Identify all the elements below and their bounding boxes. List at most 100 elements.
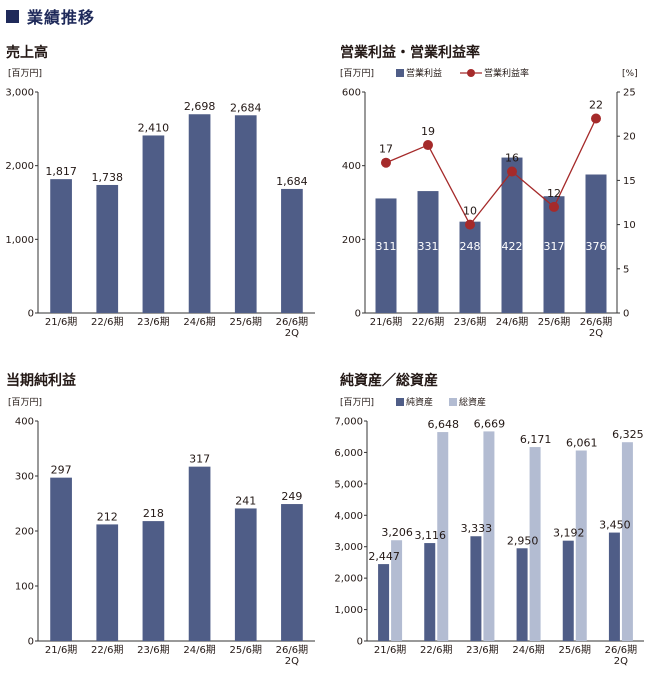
x-tick-label: 23/6期 — [137, 316, 169, 328]
y-tick-label: 0 — [28, 309, 34, 320]
chart-title-operating-profit: 営業利益・営業利益率 — [340, 45, 480, 61]
bar-net-assets — [516, 548, 528, 641]
legend-label-bar: 営業利益 — [406, 67, 442, 79]
bar-value-label: 2,410 — [138, 121, 170, 134]
legend-line-marker — [467, 69, 475, 77]
y-tick-label: 0 — [357, 637, 363, 648]
chart-title-sales: 売上高 — [6, 45, 48, 61]
bar-value-label: 248 — [460, 240, 481, 253]
x-tick-label: 21/6期 — [45, 316, 77, 328]
bar-value-label-total-assets: 6,325 — [612, 428, 644, 441]
bar-value-label: 2,698 — [184, 100, 216, 113]
x-tick-label: 23/6期 — [466, 644, 498, 656]
unit-label: [百万円] — [340, 397, 374, 408]
y-tick-label: 7,000 — [334, 417, 363, 428]
bar-value-label-net-assets: 3,116 — [415, 529, 447, 542]
bar — [188, 466, 211, 641]
y-tick-label: 2,000 — [334, 574, 363, 585]
y-tick-label: 1,000 — [5, 235, 34, 246]
line-series — [385, 118, 597, 226]
y-tick-label: 3,000 — [334, 542, 363, 553]
bar — [281, 188, 303, 313]
bar-net-assets — [378, 564, 390, 641]
bar — [501, 157, 523, 313]
line-point — [549, 201, 559, 212]
line-value-label: 17 — [379, 143, 393, 156]
y2-tick-label: 0 — [623, 309, 629, 320]
bar-value-label: 331 — [418, 240, 439, 253]
bar-value-label-net-assets: 2,447 — [368, 550, 400, 563]
bar — [142, 521, 165, 641]
line-point — [465, 219, 475, 230]
line-point — [423, 140, 433, 151]
chart-title-assets: 純資産／総資産 — [340, 373, 438, 389]
y2-tick-label: 5 — [623, 264, 629, 275]
y-tick-label: 200 — [15, 527, 34, 538]
bar-net-assets — [424, 543, 436, 641]
bar-value-label: 212 — [97, 510, 118, 523]
y-tick-label: 400 — [342, 161, 361, 172]
section-title: 業績推移 — [27, 8, 96, 27]
bar — [585, 174, 607, 313]
bar-total-assets — [621, 442, 633, 641]
header-square-icon — [6, 9, 19, 23]
chart-title-net-income: 当期純利益 — [6, 373, 76, 389]
x-tick-label: 22/6期 — [412, 316, 444, 328]
bar-value-label: 422 — [502, 240, 523, 253]
bar-value-label-total-assets: 6,171 — [520, 433, 552, 446]
y-tick-label: 3,000 — [5, 88, 34, 99]
bar-value-label: 297 — [51, 464, 72, 477]
x-tick-label: 26/6期 — [276, 644, 308, 656]
legend-swatch-net-assets — [396, 398, 404, 406]
bar-value-label: 311 — [376, 240, 397, 253]
y2-tick-label: 25 — [623, 88, 636, 99]
y-tick-label: 300 — [15, 472, 34, 483]
bar-value-label: 317 — [189, 453, 210, 466]
bar-value-label: 218 — [143, 507, 164, 520]
line-value-label: 10 — [463, 205, 477, 218]
x-tick-label-line2: 2Q — [589, 328, 603, 339]
y-tick-label: 6,000 — [334, 448, 363, 459]
bar — [234, 115, 257, 314]
legend-label-net-assets: 純資産 — [406, 396, 433, 408]
line-value-label: 22 — [589, 99, 603, 112]
line-value-label: 16 — [505, 152, 519, 165]
x-tick-label-line2: 2Q — [285, 328, 299, 339]
bar-value-label: 249 — [281, 490, 302, 503]
bar-value-label: 241 — [235, 494, 256, 507]
bar — [459, 221, 481, 313]
x-tick-label: 21/6期 — [374, 644, 406, 656]
bar — [375, 198, 397, 313]
bar-value-label: 376 — [586, 240, 607, 253]
bar — [281, 504, 303, 641]
y-tick-label: 200 — [342, 235, 361, 246]
bar-total-assets — [391, 540, 403, 641]
bar — [50, 179, 72, 313]
bar-value-label-total-assets: 6,669 — [474, 417, 506, 430]
y2-tick-label: 15 — [623, 176, 636, 187]
bar-value-label-net-assets: 2,950 — [507, 534, 539, 547]
x-tick-label: 24/6期 — [183, 644, 215, 656]
x-tick-label: 26/6期 — [580, 316, 612, 328]
unit-label: [百万円] — [340, 68, 374, 79]
x-tick-label: 25/6期 — [230, 644, 262, 656]
bar-value-label: 1,684 — [276, 175, 308, 188]
bar — [96, 184, 119, 313]
x-tick-label-line2: 2Q — [614, 656, 628, 667]
bar-value-label-net-assets: 3,333 — [461, 522, 493, 535]
x-tick-label: 21/6期 — [370, 316, 402, 328]
bar — [188, 114, 211, 313]
x-tick-label: 25/6期 — [559, 644, 591, 656]
x-tick-label-line2: 2Q — [285, 656, 299, 667]
bar-value-label-net-assets: 3,450 — [599, 519, 631, 532]
bar — [96, 524, 119, 641]
bar-value-label-total-assets: 6,648 — [428, 418, 460, 431]
x-tick-label: 23/6期 — [137, 644, 169, 656]
bar — [142, 135, 165, 313]
bar — [543, 196, 565, 313]
bar — [417, 191, 439, 313]
x-tick-label: 24/6期 — [512, 644, 544, 656]
bar-total-assets — [529, 447, 541, 641]
legend-label-line: 営業利益率 — [484, 67, 529, 79]
